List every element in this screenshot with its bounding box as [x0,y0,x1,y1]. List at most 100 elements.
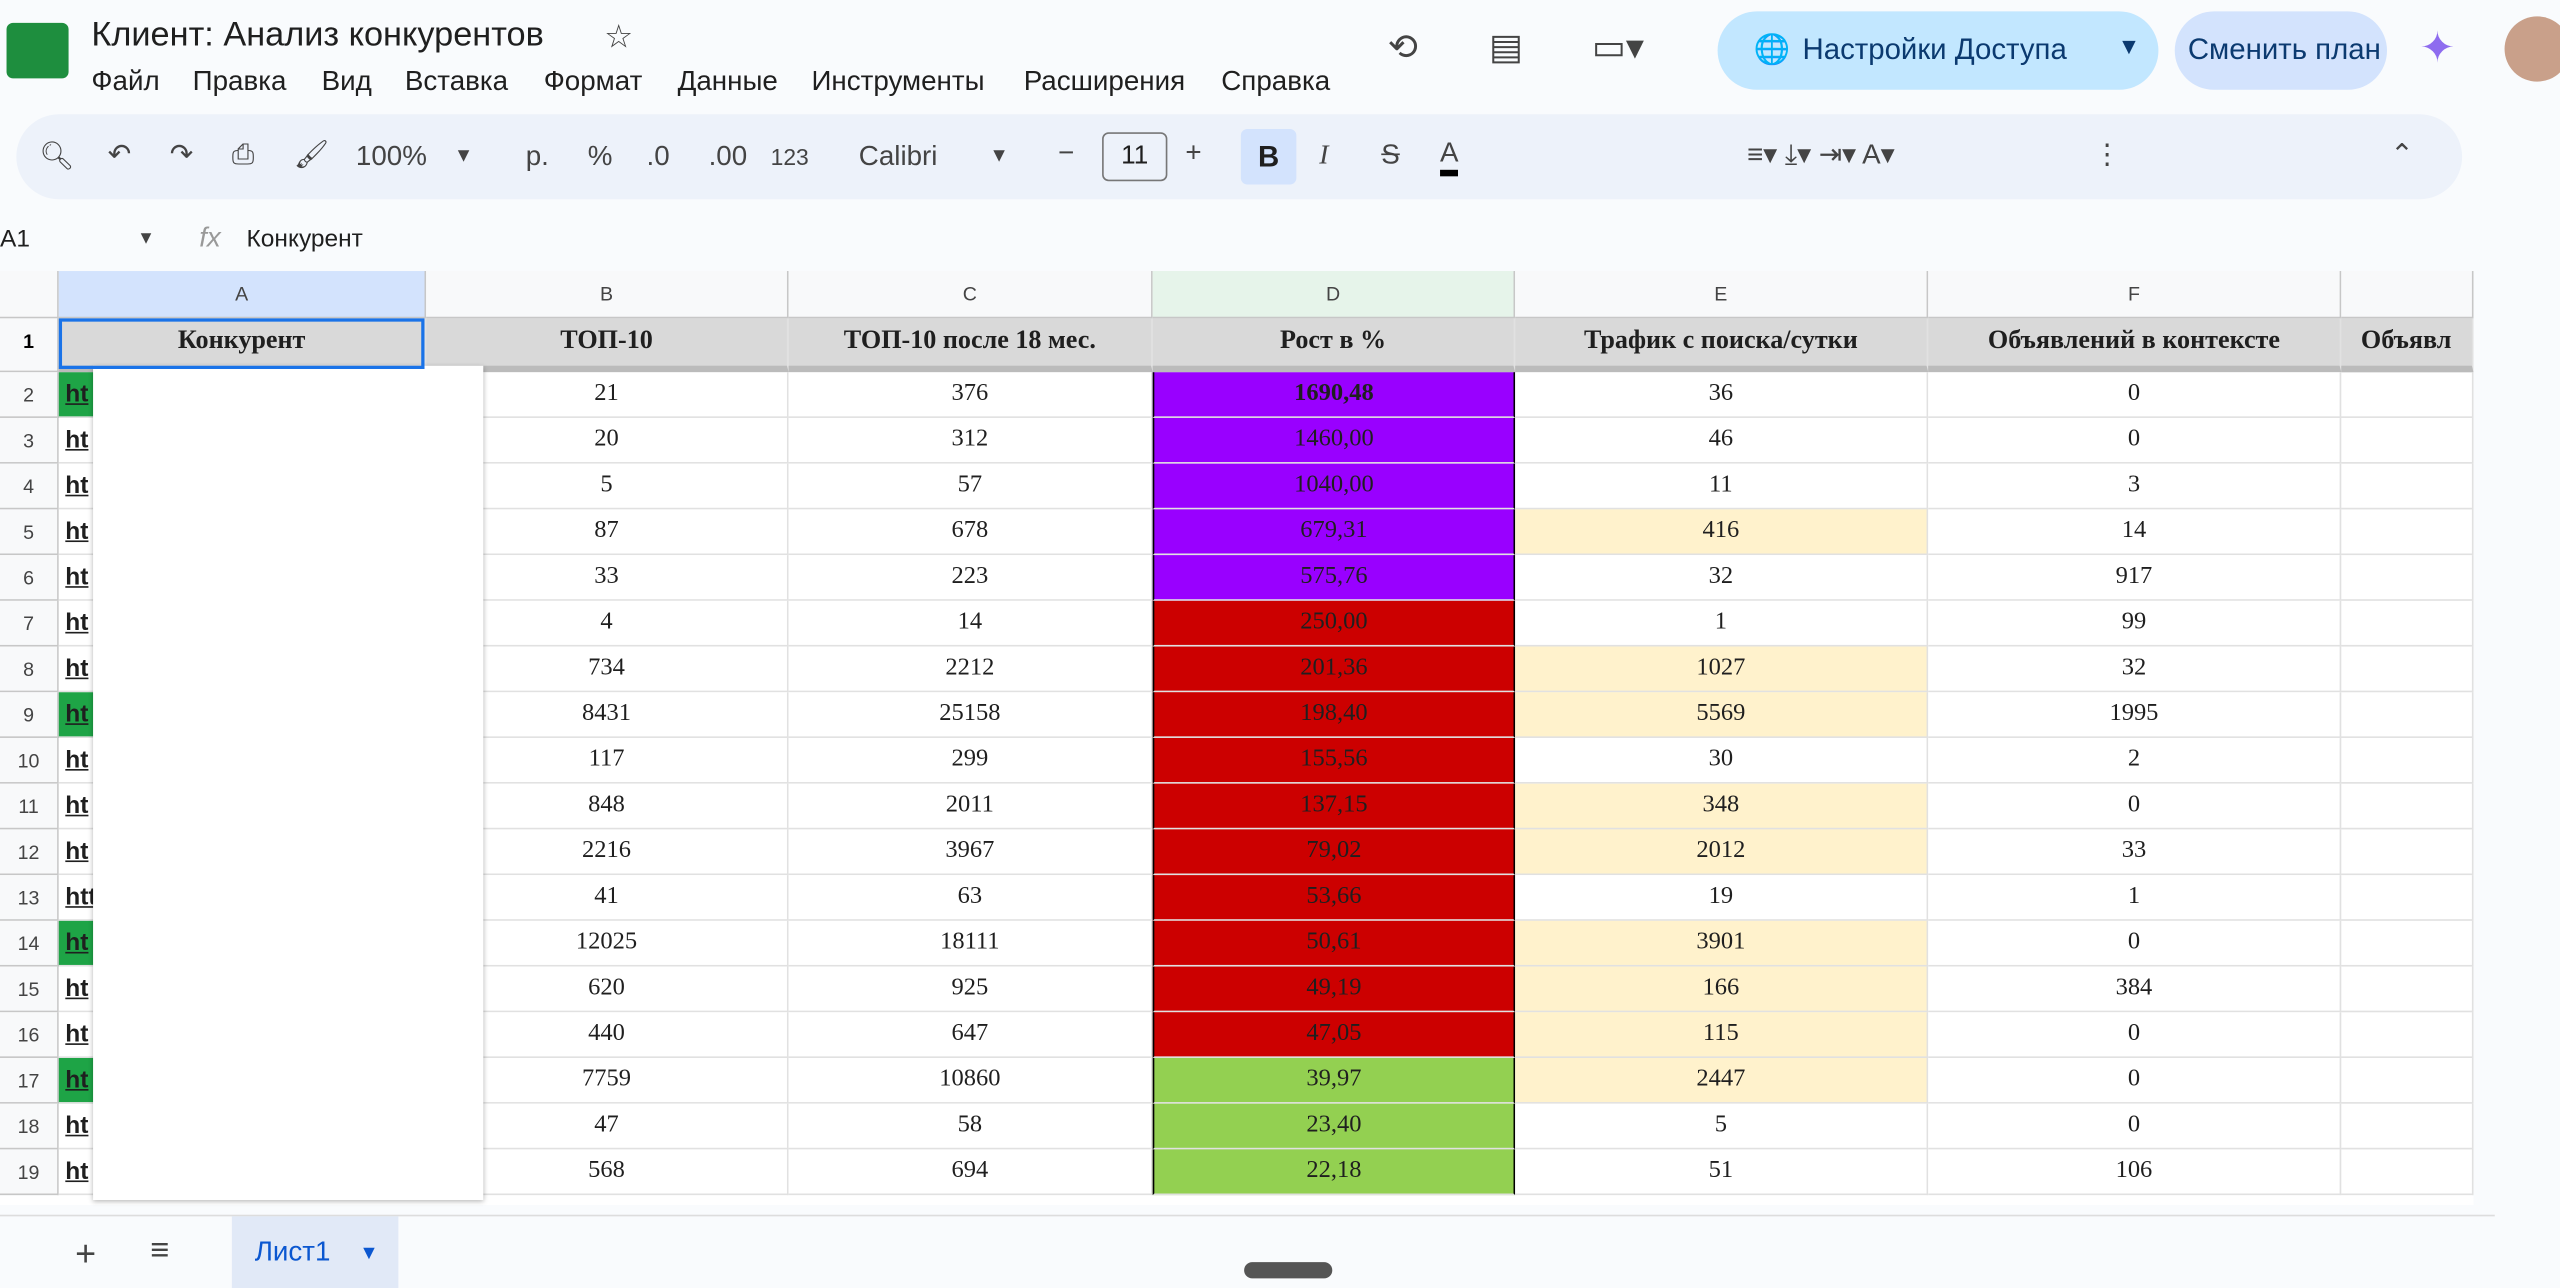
data-cell: 0 [1928,1057,2342,1104]
row-header[interactable]: 15 [0,966,59,1013]
row-header[interactable]: 12 [0,829,59,876]
data-cell: 32 [1928,646,2342,693]
column-header[interactable]: E [1515,271,1929,319]
data-cell: 51 [1515,1149,1929,1196]
bold-button[interactable]: B [1240,128,1297,185]
data-cell [2341,600,2474,647]
data-cell: 166 [1515,966,1929,1013]
data-cell: 115 [1515,1012,1929,1058]
menu-item[interactable]: Инструменты [811,65,985,97]
menu-item[interactable]: Вид [321,65,372,97]
menu-item[interactable]: Вставка [404,65,509,97]
data-cell: 58 [788,1103,1153,1150]
history-icon[interactable]: ⟲ [1387,26,1418,67]
comments-icon[interactable]: ▤ [1489,26,1523,67]
zoom[interactable]: 100% [355,140,427,172]
row-header[interactable]: 2 [0,372,59,418]
data-cell: 1 [1928,875,2342,921]
data-cell: 79,02 [1152,829,1516,876]
formula-input[interactable]: Конкурент [246,225,363,254]
data-cell [2341,372,2474,418]
currency-button[interactable]: р. [525,140,549,172]
data-cell: 312 [788,417,1153,464]
data-cell [2341,875,2474,921]
row-header[interactable]: 7 [0,600,59,647]
row-header[interactable]: 8 [0,646,59,693]
font-size[interactable]: 11 [1102,132,1168,182]
data-cell: 7759 [426,1057,789,1104]
data-cell: 679,31 [1152,509,1516,556]
menu-item[interactable]: Расширения [1023,65,1186,97]
column-header[interactable]: F [1928,271,2342,319]
row-header[interactable]: 9 [0,692,59,738]
font-select[interactable]: Calibri [858,140,938,172]
meet-icon[interactable]: ▭▾ [1591,26,1644,67]
column-header[interactable]: D [1152,271,1516,319]
data-cell: 223 [788,555,1153,601]
app-logo[interactable] [6,22,69,79]
menu-item[interactable]: Справка [1221,65,1331,97]
data-cell: 0 [1928,920,2342,967]
row-header[interactable]: 13 [0,875,59,921]
data-cell: 22,18 [1152,1149,1516,1196]
avatar[interactable] [2504,16,2560,82]
data-cell [2341,1149,2474,1196]
data-cell [2341,783,2474,830]
data-cell: 19 [1515,875,1929,921]
row-header[interactable]: 16 [0,1012,59,1058]
row-header[interactable]: 1 [0,318,59,373]
column-header[interactable]: C [788,271,1153,319]
row-header[interactable]: 3 [0,417,59,464]
row-header[interactable]: 14 [0,920,59,967]
row-header[interactable]: 6 [0,555,59,601]
corner [0,271,59,319]
row-header[interactable]: 5 [0,509,59,556]
data-cell: 0 [1928,1103,2342,1150]
data-cell: 2011 [788,783,1153,830]
data-cell: 0 [1928,1012,2342,1058]
data-cell: 5569 [1515,692,1929,738]
header-cell: Объявл [2341,318,2474,373]
data-cell: 36 [1515,372,1929,418]
percent-button[interactable]: % [587,140,613,172]
sheet-tab[interactable]: Лист1 ▼ [231,1216,399,1288]
menu-item[interactable]: Правка [192,65,287,97]
data-cell [2341,692,2474,738]
row-header[interactable]: 19 [0,1149,59,1196]
data-cell: 50,61 [1152,920,1516,967]
data-cell: 568 [426,1149,789,1196]
increase-decimals[interactable]: .00 [708,140,748,172]
header-cell: Объявлений в контексте [1928,318,2342,373]
row-header[interactable]: 18 [0,1103,59,1150]
all-sheets[interactable]: ≡ [150,1232,170,1269]
column-header[interactable]: B [426,271,789,319]
column-header[interactable]: A [58,271,427,319]
data-cell: 925 [788,966,1153,1013]
row-header[interactable]: 17 [0,1057,59,1104]
data-cell [2341,1103,2474,1150]
data-cell: 376 [788,372,1153,418]
data-cell: 46 [1515,417,1929,464]
doc-title[interactable]: Клиент: Анализ конкурентов [91,16,544,54]
data-cell: 1995 [1928,692,2342,738]
data-cell: 299 [788,737,1153,784]
name-box[interactable]: A1 [0,225,30,254]
share-button[interactable]: 🌐 Настройки Доступа ▼ [1717,11,2159,90]
data-cell: 384 [1928,966,2342,1013]
star-icon[interactable]: ☆ [604,19,634,56]
row-header[interactable]: 10 [0,737,59,784]
data-cell: 23,40 [1152,1103,1516,1150]
data-cell: 1460,00 [1152,417,1516,464]
data-cell: 99 [1928,600,2342,647]
decrease-decimals[interactable]: .0 [646,140,670,172]
menu-item[interactable]: Файл [91,65,160,97]
row-header[interactable]: 11 [0,783,59,830]
gemini-icon[interactable]: ✦ [2419,22,2456,72]
row-header[interactable]: 4 [0,463,59,510]
format-button[interactable]: 123 [770,143,809,170]
data-cell: 21 [426,372,789,418]
add-sheet[interactable]: + [75,1232,97,1274]
menu-item[interactable]: Данные [677,65,778,97]
plan-button[interactable]: Сменить план [2174,11,2388,90]
menu-item[interactable]: Формат [543,65,643,97]
